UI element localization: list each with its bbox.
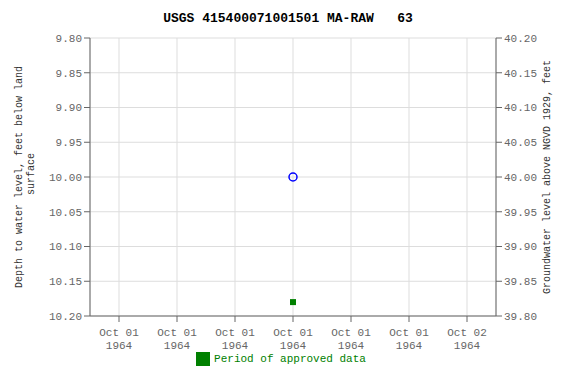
svg-text:40.20: 40.20 [504,33,537,45]
svg-text:10.05: 10.05 [49,207,82,219]
html-text:Period of approved data: Period of approved data [214,352,366,365]
svg-text:39.85: 39.85 [504,276,537,288]
svg-text:40.00: 40.00 [504,172,537,184]
svg-text:10.00: 10.00 [49,172,82,184]
svg-text:9.85: 9.85 [56,68,82,80]
svg-text:10.15: 10.15 [49,276,82,288]
svg-text:40.15: 40.15 [504,68,537,80]
svg-text:Oct 011964: Oct 011964 [157,327,197,352]
svg-text:39.80: 39.80 [504,311,537,323]
svg-text:Oct 011964: Oct 011964 [99,327,139,352]
svg-text:Oct 011964: Oct 011964 [331,327,371,352]
svg-text:Oct 011964: Oct 011964 [273,327,313,352]
svg-text:Depth to water level, feet bel: Depth to water level, feet below land su… [14,66,37,288]
svg-text:9.80: 9.80 [56,33,82,45]
svg-text:39.95: 39.95 [504,207,537,219]
html-text:USGS 415400071001501 MA-RAW 63: USGS 415400071001501 MA-RAW 63 [163,11,413,26]
svg-text:10.10: 10.10 [49,241,82,253]
svg-text:39.90: 39.90 [504,241,537,253]
svg-text:Groundwater level above NGVD 1: Groundwater level above NGVD 1929, feet [542,60,553,294]
svg-text:9.95: 9.95 [56,137,82,149]
svg-text:Oct 011964: Oct 011964 [389,327,429,352]
svg-text:40.05: 40.05 [504,137,537,149]
svg-text:9.90: 9.90 [56,102,82,114]
svg-text:40.10: 40.10 [504,102,537,114]
svg-text:Oct 011964: Oct 011964 [215,327,255,352]
svg-text:Oct 021964: Oct 021964 [447,327,487,352]
svg-text:10.20: 10.20 [49,311,82,323]
